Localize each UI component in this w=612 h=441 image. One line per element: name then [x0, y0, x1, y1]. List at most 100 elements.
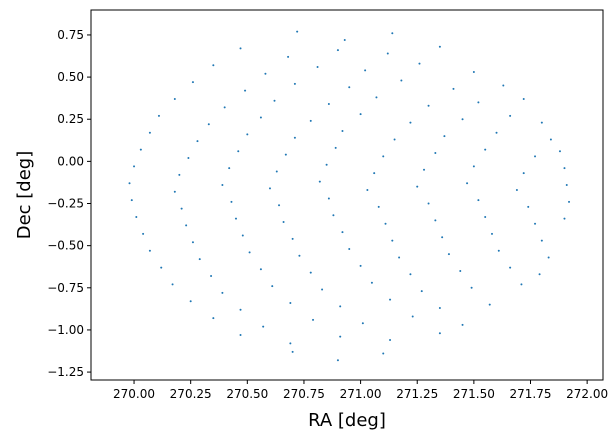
- point: [538, 273, 541, 276]
- point: [171, 283, 174, 286]
- point: [198, 258, 201, 261]
- point: [366, 189, 369, 192]
- point: [334, 146, 337, 149]
- point: [389, 298, 392, 301]
- point: [221, 291, 224, 294]
- point: [375, 96, 378, 99]
- y-tick-label: 0.75: [57, 28, 84, 42]
- point: [568, 200, 571, 203]
- point: [389, 339, 392, 342]
- point: [391, 239, 394, 242]
- point: [527, 205, 530, 208]
- point: [246, 133, 249, 136]
- x-tick-label: 271.00: [340, 387, 382, 401]
- point: [287, 55, 290, 58]
- point: [452, 87, 455, 90]
- point: [534, 222, 537, 225]
- point: [289, 342, 292, 345]
- x-tick-label: 272.00: [566, 387, 608, 401]
- point: [477, 199, 480, 202]
- point: [438, 45, 441, 48]
- y-axis-label: Dec [deg]: [14, 151, 35, 240]
- point: [191, 81, 194, 84]
- point: [488, 303, 491, 306]
- point: [180, 207, 183, 210]
- point: [466, 182, 469, 185]
- point: [540, 121, 543, 124]
- point: [341, 130, 344, 133]
- point: [223, 106, 226, 109]
- point: [278, 204, 281, 207]
- point: [221, 183, 224, 186]
- point: [312, 318, 315, 321]
- point: [291, 237, 294, 240]
- point: [264, 72, 267, 75]
- point: [293, 136, 296, 139]
- point: [336, 359, 339, 362]
- point: [248, 251, 251, 254]
- point: [332, 214, 335, 217]
- point: [271, 285, 274, 288]
- point: [148, 249, 151, 252]
- point: [282, 221, 285, 224]
- point: [497, 249, 500, 252]
- point: [563, 167, 566, 170]
- point: [341, 231, 344, 234]
- point: [411, 315, 414, 318]
- point: [461, 323, 464, 326]
- point: [207, 123, 210, 126]
- point: [228, 167, 231, 170]
- point: [293, 82, 296, 85]
- point: [135, 215, 138, 218]
- point: [130, 199, 133, 202]
- x-axis-label: RA [deg]: [308, 410, 386, 431]
- point: [370, 281, 373, 284]
- point: [384, 222, 387, 225]
- y-tick-label: −0.25: [47, 197, 84, 211]
- point: [259, 268, 262, 271]
- point: [298, 254, 301, 257]
- point: [284, 153, 287, 156]
- point: [382, 155, 385, 158]
- point: [142, 232, 145, 235]
- point: [364, 69, 367, 72]
- point: [128, 182, 131, 185]
- plot-frame: [90, 9, 604, 381]
- point: [336, 49, 339, 52]
- point: [400, 79, 403, 82]
- point: [339, 335, 342, 338]
- point: [418, 62, 421, 65]
- point: [416, 185, 419, 188]
- point: [398, 256, 401, 259]
- point: [316, 65, 319, 68]
- point: [325, 163, 328, 166]
- point: [318, 180, 321, 183]
- point: [291, 350, 294, 353]
- point: [386, 52, 389, 55]
- point: [391, 32, 394, 35]
- y-tick-label: −1.00: [47, 323, 84, 337]
- point: [434, 219, 437, 222]
- point: [191, 241, 194, 244]
- point: [139, 148, 142, 151]
- point: [244, 89, 247, 92]
- point: [502, 84, 505, 87]
- point: [547, 256, 550, 259]
- point: [309, 119, 312, 122]
- point: [509, 114, 512, 117]
- point: [563, 217, 566, 220]
- point: [359, 113, 362, 116]
- point: [534, 155, 537, 158]
- x-tick-label: 270.75: [283, 387, 325, 401]
- point: [309, 271, 312, 274]
- point: [540, 239, 543, 242]
- point: [241, 234, 244, 237]
- point: [289, 301, 292, 304]
- point: [239, 47, 242, 50]
- point: [173, 190, 176, 193]
- point: [133, 165, 136, 168]
- point: [472, 165, 475, 168]
- point: [361, 322, 364, 325]
- point: [438, 332, 441, 335]
